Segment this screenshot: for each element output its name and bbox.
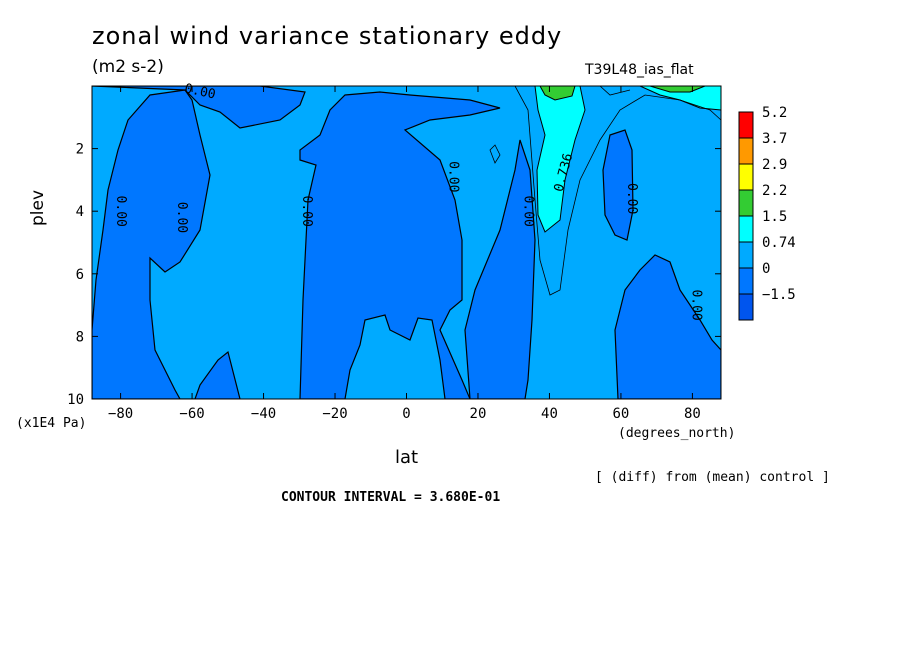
colorbar-label: 2.2 [762,183,787,199]
contour-label: 0.00 [520,196,535,227]
negative-region-northern-high-lat [602,129,634,241]
x-tick-label: 60 [613,406,630,422]
colorbar-label: 5.2 [762,105,787,121]
contour-label: 0.00 [113,196,128,227]
colorbar-swatch [738,111,754,139]
colorbar-label: 3.7 [762,131,787,147]
contour-label: 0.00 [688,289,703,320]
x-tick-label: 20 [470,406,487,422]
negative-region-southern-mid [92,86,306,129]
negative-region-subtropical-north [464,139,536,399]
contour-line-0736 [514,86,721,296]
contour-label: 0.00 [174,202,189,233]
diff-note: [ (diff) from (mean) control ] [595,470,830,485]
chart-title: zonal wind variance stationary eddy [92,22,563,50]
x-axis-label: lat [395,447,419,468]
negative-region-polar-north [614,254,721,399]
positive-region-green-top [539,86,576,101]
contour-line-small-loop [489,144,501,164]
y-axis-ticks: 2 4 6 8 10 [67,142,721,408]
run-label: T39L48_ias_flat [585,62,694,78]
x-axis-units: (degrees_north) [618,426,736,441]
positive-region-stratosphere [534,86,586,233]
contour-label: 0.00 [299,196,314,227]
x-axis-ticks: −80 −60 −40 −20 0 20 40 60 80 [108,86,701,422]
colorbar-swatch [738,163,754,191]
positive-region-polar-top [639,86,721,111]
colorbar-swatch [738,267,754,295]
x-tick-label: 80 [684,406,701,422]
y-tick-label: 10 [67,392,84,408]
contour-label: 0.00 [445,161,460,192]
colorbar-label: 2.9 [762,157,787,173]
x-tick-label: −80 [108,406,133,422]
contour-line-upper-north [599,86,631,96]
contour-label: 0.00 [624,183,639,214]
colorbar-swatch [738,293,754,321]
colorbar-label: 1.5 [762,209,787,225]
x-tick-label: −60 [179,406,204,422]
contour-label: 0.00 [183,81,217,102]
x-tick-label: 40 [541,406,558,422]
positive-region-green-top-polar [649,86,706,93]
negative-region-central [299,91,501,399]
y-tick-label: 4 [76,204,84,220]
colorbar-swatch [738,241,754,269]
y-tick-label: 8 [76,329,84,345]
x-tick-label: −40 [251,406,276,422]
colorbar-swatch [738,189,754,217]
colorbar-label: 0.74 [762,235,796,251]
negative-region-southern-high-lat [92,89,241,399]
chart-units: (m2 s-2) [92,57,164,77]
y-tick-label: 2 [76,142,84,158]
y-tick-label: 6 [76,267,84,283]
contour-interval: CONTOUR INTERVAL = 3.680E-01 [281,490,501,505]
colorbar-label: −1.5 [762,287,796,303]
x-tick-label: 0 [402,406,410,422]
y-axis-units: (x1E4 Pa) [16,416,87,431]
colorbar-label: 0 [762,261,770,277]
colorbar: 5.2 3.7 2.9 2.2 1.5 0.74 0 −1.5 [738,105,796,321]
x-tick-label: −20 [322,406,347,422]
colorbar-swatch [738,137,754,165]
colorbar-swatch [738,215,754,243]
